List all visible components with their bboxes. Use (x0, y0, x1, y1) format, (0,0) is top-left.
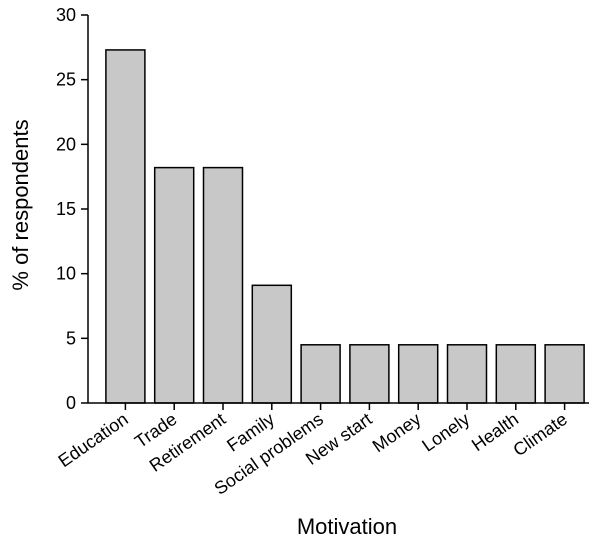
y-axis: 0 5 10 15 20 25 30 (56, 5, 89, 413)
bar-health (495, 344, 537, 404)
x-tick-label: Climate (509, 409, 570, 460)
bar-retirement (202, 166, 244, 404)
y-tick-label: 30 (56, 5, 76, 25)
bar-climate (544, 344, 585, 404)
bar-social-problems (300, 344, 341, 404)
y-tick-label: 0 (66, 393, 76, 413)
y-tick-label: 5 (66, 328, 76, 348)
bar-family (251, 284, 293, 404)
bar-trade (153, 166, 195, 404)
x-axis-title: Motivation (297, 514, 397, 539)
y-axis-title: % of respondents (8, 119, 33, 290)
bars (105, 49, 585, 404)
y-tick-label: 20 (56, 134, 76, 154)
x-tick-label: Lonely (418, 409, 473, 456)
y-tick-label: 15 (56, 199, 76, 219)
bar-lonely (446, 344, 488, 404)
bar-education (105, 49, 146, 404)
bar-new-start (349, 344, 390, 404)
x-tick-label: Money (369, 409, 425, 456)
x-tick-label: Education (55, 409, 132, 471)
y-tick-label: 25 (56, 70, 76, 90)
y-tick-label: 10 (56, 264, 76, 284)
bar-money (397, 344, 439, 404)
